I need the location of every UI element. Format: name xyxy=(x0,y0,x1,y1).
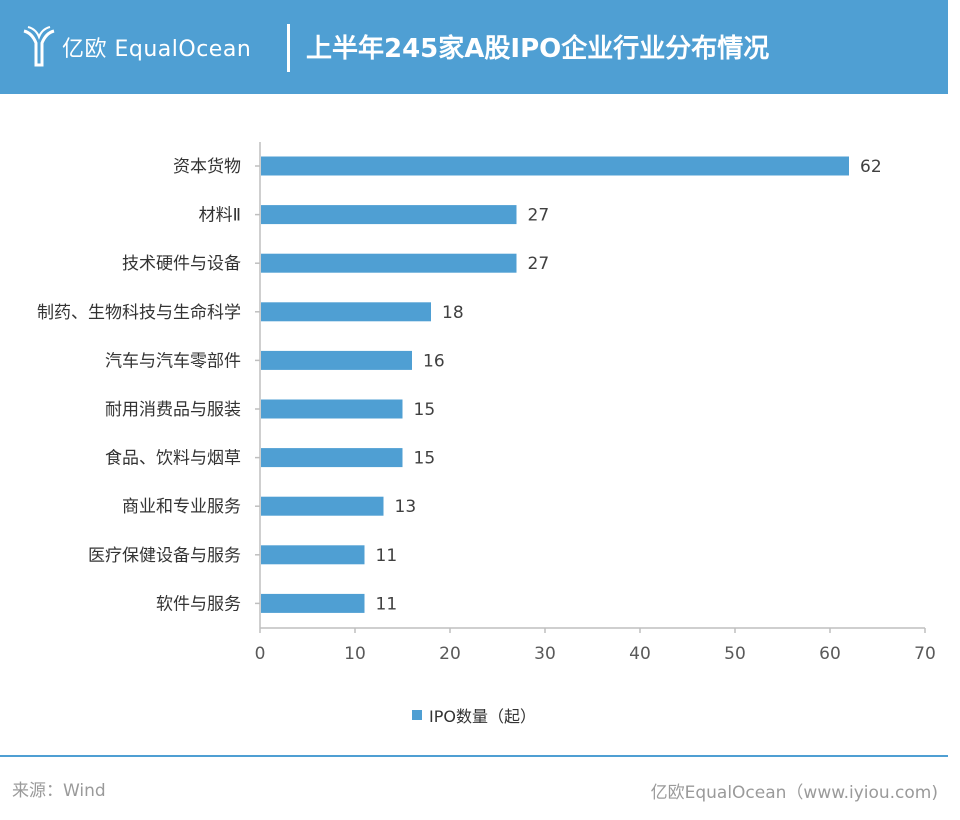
footer-divider xyxy=(0,755,948,757)
data-label: 18 xyxy=(442,303,464,323)
data-label: 62 xyxy=(860,157,882,177)
page-title: 上半年245家A股IPO企业行业分布情况 xyxy=(306,34,770,64)
logo-icon xyxy=(23,26,55,67)
data-label: 15 xyxy=(414,449,436,469)
x-tick-label: 20 xyxy=(439,644,461,664)
source-note: 来源：Wind xyxy=(12,781,106,801)
credit-note: 亿欧EqualOcean（www.iyiou.com) xyxy=(650,783,938,803)
bar-chart: 0 10 20 30 40 50 60 70 资本货物 62 材料Ⅱ 27 技术硬件与设备 27 制药、生物… xyxy=(37,142,936,664)
bar xyxy=(261,302,431,322)
category-label: 汽车与汽车零部件 xyxy=(105,351,241,371)
bar xyxy=(261,156,849,176)
logo-text: 亿欧 EqualOcean xyxy=(62,37,252,62)
data-label: 16 xyxy=(423,351,445,371)
bar xyxy=(261,545,365,565)
chart-legend: IPO数量（起） xyxy=(412,705,536,726)
x-tick-label: 70 xyxy=(914,644,936,664)
header-divider xyxy=(287,24,290,72)
category-label: 资本货物 xyxy=(173,157,241,177)
category-label: 商业和专业服务 xyxy=(122,497,241,517)
data-label: 11 xyxy=(376,594,398,614)
x-tick-label: 10 xyxy=(344,644,366,664)
category-label: 医疗保健设备与服务 xyxy=(88,546,241,566)
bar xyxy=(261,496,384,516)
data-label: 27 xyxy=(528,254,550,274)
legend-label: IPO数量（起） xyxy=(429,707,536,726)
data-label: 11 xyxy=(376,546,398,566)
category-label: 食品、饮料与烟草 xyxy=(105,449,241,469)
x-tick-label: 40 xyxy=(629,644,651,664)
x-tick-label: 60 xyxy=(819,644,841,664)
category-label: 技术硬件与设备 xyxy=(122,254,241,274)
category-label: 软件与服务 xyxy=(156,594,241,614)
logo: 亿欧 EqualOcean xyxy=(22,22,251,72)
category-label: 材料Ⅱ xyxy=(199,206,241,226)
x-tick-label: 30 xyxy=(534,644,556,664)
bar xyxy=(261,448,403,468)
data-label: 13 xyxy=(395,497,417,517)
bar xyxy=(261,253,517,273)
category-label: 制药、生物科技与生命科学 xyxy=(37,303,241,323)
data-label: 27 xyxy=(528,206,550,226)
x-tick-label: 50 xyxy=(724,644,746,664)
category-label: 耐用消费品与服装 xyxy=(105,400,241,420)
legend-swatch xyxy=(412,710,422,720)
header-banner: 亿欧 EqualOcean 上半年245家A股IPO企业行业分布情况 xyxy=(0,0,948,94)
bar xyxy=(261,350,412,370)
data-label: 15 xyxy=(414,400,436,420)
bar xyxy=(261,593,365,613)
x-tick-label: 0 xyxy=(255,644,266,664)
bar xyxy=(261,205,517,225)
bar xyxy=(261,399,403,419)
